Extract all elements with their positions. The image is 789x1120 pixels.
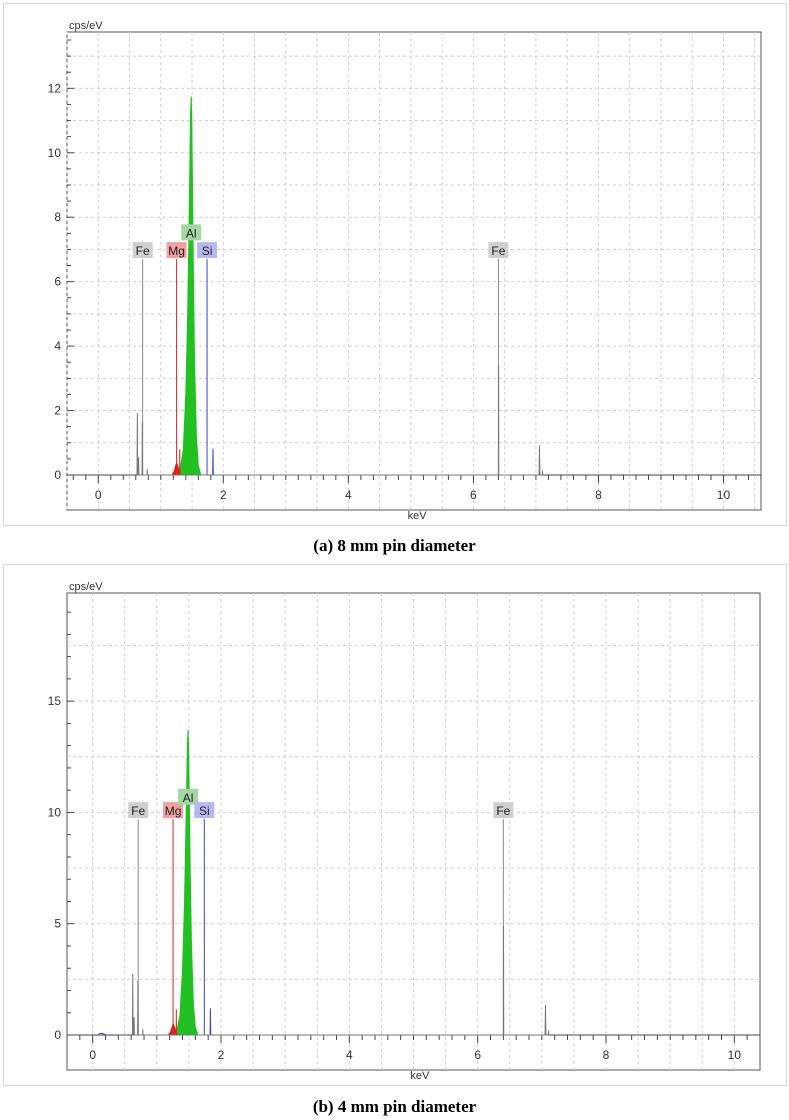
y-tick-label: 2	[54, 404, 61, 418]
eds-spectrum-panel-a: 0 2 4 6 8 10 12 0 2 4 6 8 10 cps/eV keV Fe Mg Al Si Fe	[3, 3, 787, 526]
element-label-si: Si	[199, 804, 210, 818]
y-tick-label: 0	[54, 468, 61, 482]
y-tick-label: 12	[48, 81, 62, 95]
x-tick-label: 4	[346, 1048, 353, 1062]
element-label-box-mg	[163, 802, 184, 819]
element-label-box-mg	[166, 242, 187, 259]
x-tick-label: 2	[218, 1048, 225, 1062]
x-tick-label: 10	[717, 488, 731, 502]
element-label-box-al	[181, 224, 202, 241]
element-label-mg: Mg	[165, 804, 182, 818]
x-axis-label: keV	[410, 1070, 430, 1082]
element-label-fe: Fe	[131, 804, 145, 818]
spectrum-peak-fe	[136, 365, 544, 476]
y-tick-label: 0	[54, 1028, 61, 1042]
x-tick-label: 0	[89, 1048, 96, 1062]
spectrum-peak-al	[175, 730, 199, 1036]
y-axis-label: cps/eV	[69, 20, 103, 32]
element-label-box-fe	[128, 802, 149, 819]
x-tick-label: 6	[470, 488, 477, 502]
figure-caption-b: (b) 4 mm pin diameter	[312, 1097, 477, 1116]
element-label-fe: Fe	[496, 804, 510, 818]
spectrum-peak-si	[212, 448, 214, 476]
element-label-box-fe	[493, 802, 514, 819]
y-tick-label: 10	[48, 805, 62, 819]
y-tick-label: 15	[48, 694, 62, 708]
spectrum-peak-background	[97, 1032, 106, 1036]
x-tick-label: 2	[220, 488, 227, 502]
x-tick-label: 0	[95, 488, 102, 502]
y-tick-label: 5	[54, 917, 61, 931]
plot-frame	[66, 592, 761, 1071]
element-label-mg: Mg	[168, 244, 185, 258]
eds-spectrum-panel-b: 0 5 10 15 0 2 4 6 8 10 cps/eV keV Fe Mg Al Si Fe	[3, 564, 787, 1086]
x-tick-label: 6	[474, 1048, 481, 1062]
x-tick-label: 8	[603, 1048, 610, 1062]
element-label-box-si	[194, 802, 215, 819]
y-tick-label: 6	[54, 275, 61, 289]
y-tick-label: 10	[48, 146, 62, 160]
spectrum-peak-al	[179, 96, 202, 476]
spectrum-peak-si	[209, 1008, 212, 1036]
y-tick-label: 4	[54, 339, 61, 353]
element-label-box-fe	[132, 242, 153, 259]
x-tick-label: 4	[345, 488, 352, 502]
x-axis-label: keV	[408, 510, 428, 522]
element-label-box-si	[197, 242, 218, 259]
figure-caption-a: (a) 8 mm pin diameter	[313, 536, 476, 555]
element-label-box-al	[178, 788, 199, 805]
spectrum-peak-fe	[131, 925, 550, 1036]
element-label-si: Si	[202, 244, 213, 258]
x-tick-label: 10	[728, 1048, 742, 1062]
y-axis-label: cps/eV	[69, 581, 103, 593]
element-label-fe: Fe	[136, 244, 150, 258]
x-tick-label: 8	[595, 488, 602, 502]
element-label-box-fe	[488, 242, 509, 259]
element-label-fe: Fe	[491, 244, 505, 258]
element-label-al: Al	[186, 226, 197, 240]
element-label-al: Al	[183, 791, 194, 805]
plot-frame	[66, 31, 762, 511]
y-tick-label: 8	[54, 210, 61, 224]
